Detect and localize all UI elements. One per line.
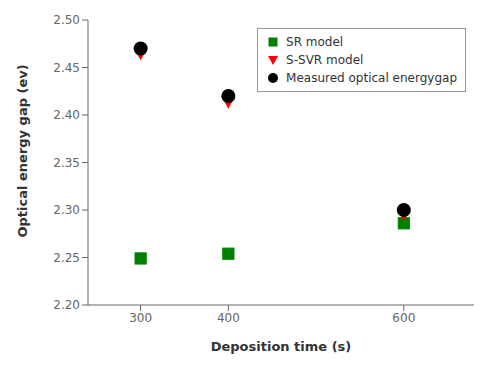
html-text:Measured optical energygap: Measured optical energygap bbox=[286, 71, 457, 85]
svg-text:2.20: 2.20 bbox=[53, 298, 80, 312]
svg-text:2.45: 2.45 bbox=[53, 61, 80, 75]
svg-text:Deposition time (s): Deposition time (s) bbox=[211, 339, 352, 354]
svg-text:2.35: 2.35 bbox=[53, 156, 80, 170]
html-text:S-SVR model: S-SVR model bbox=[286, 53, 364, 67]
svg-text:Optical energy gap (ev): Optical energy gap (ev) bbox=[15, 64, 30, 237]
html-text:SR model: SR model bbox=[286, 35, 344, 49]
svg-text:300: 300 bbox=[129, 311, 152, 325]
svg-text:2.50: 2.50 bbox=[53, 13, 80, 27]
svg-text:400: 400 bbox=[217, 311, 240, 325]
svg-text:2.30: 2.30 bbox=[53, 203, 80, 217]
svg-text:600: 600 bbox=[392, 311, 415, 325]
svg-text:2.25: 2.25 bbox=[53, 251, 80, 265]
svg-text:2.40: 2.40 bbox=[53, 108, 80, 122]
